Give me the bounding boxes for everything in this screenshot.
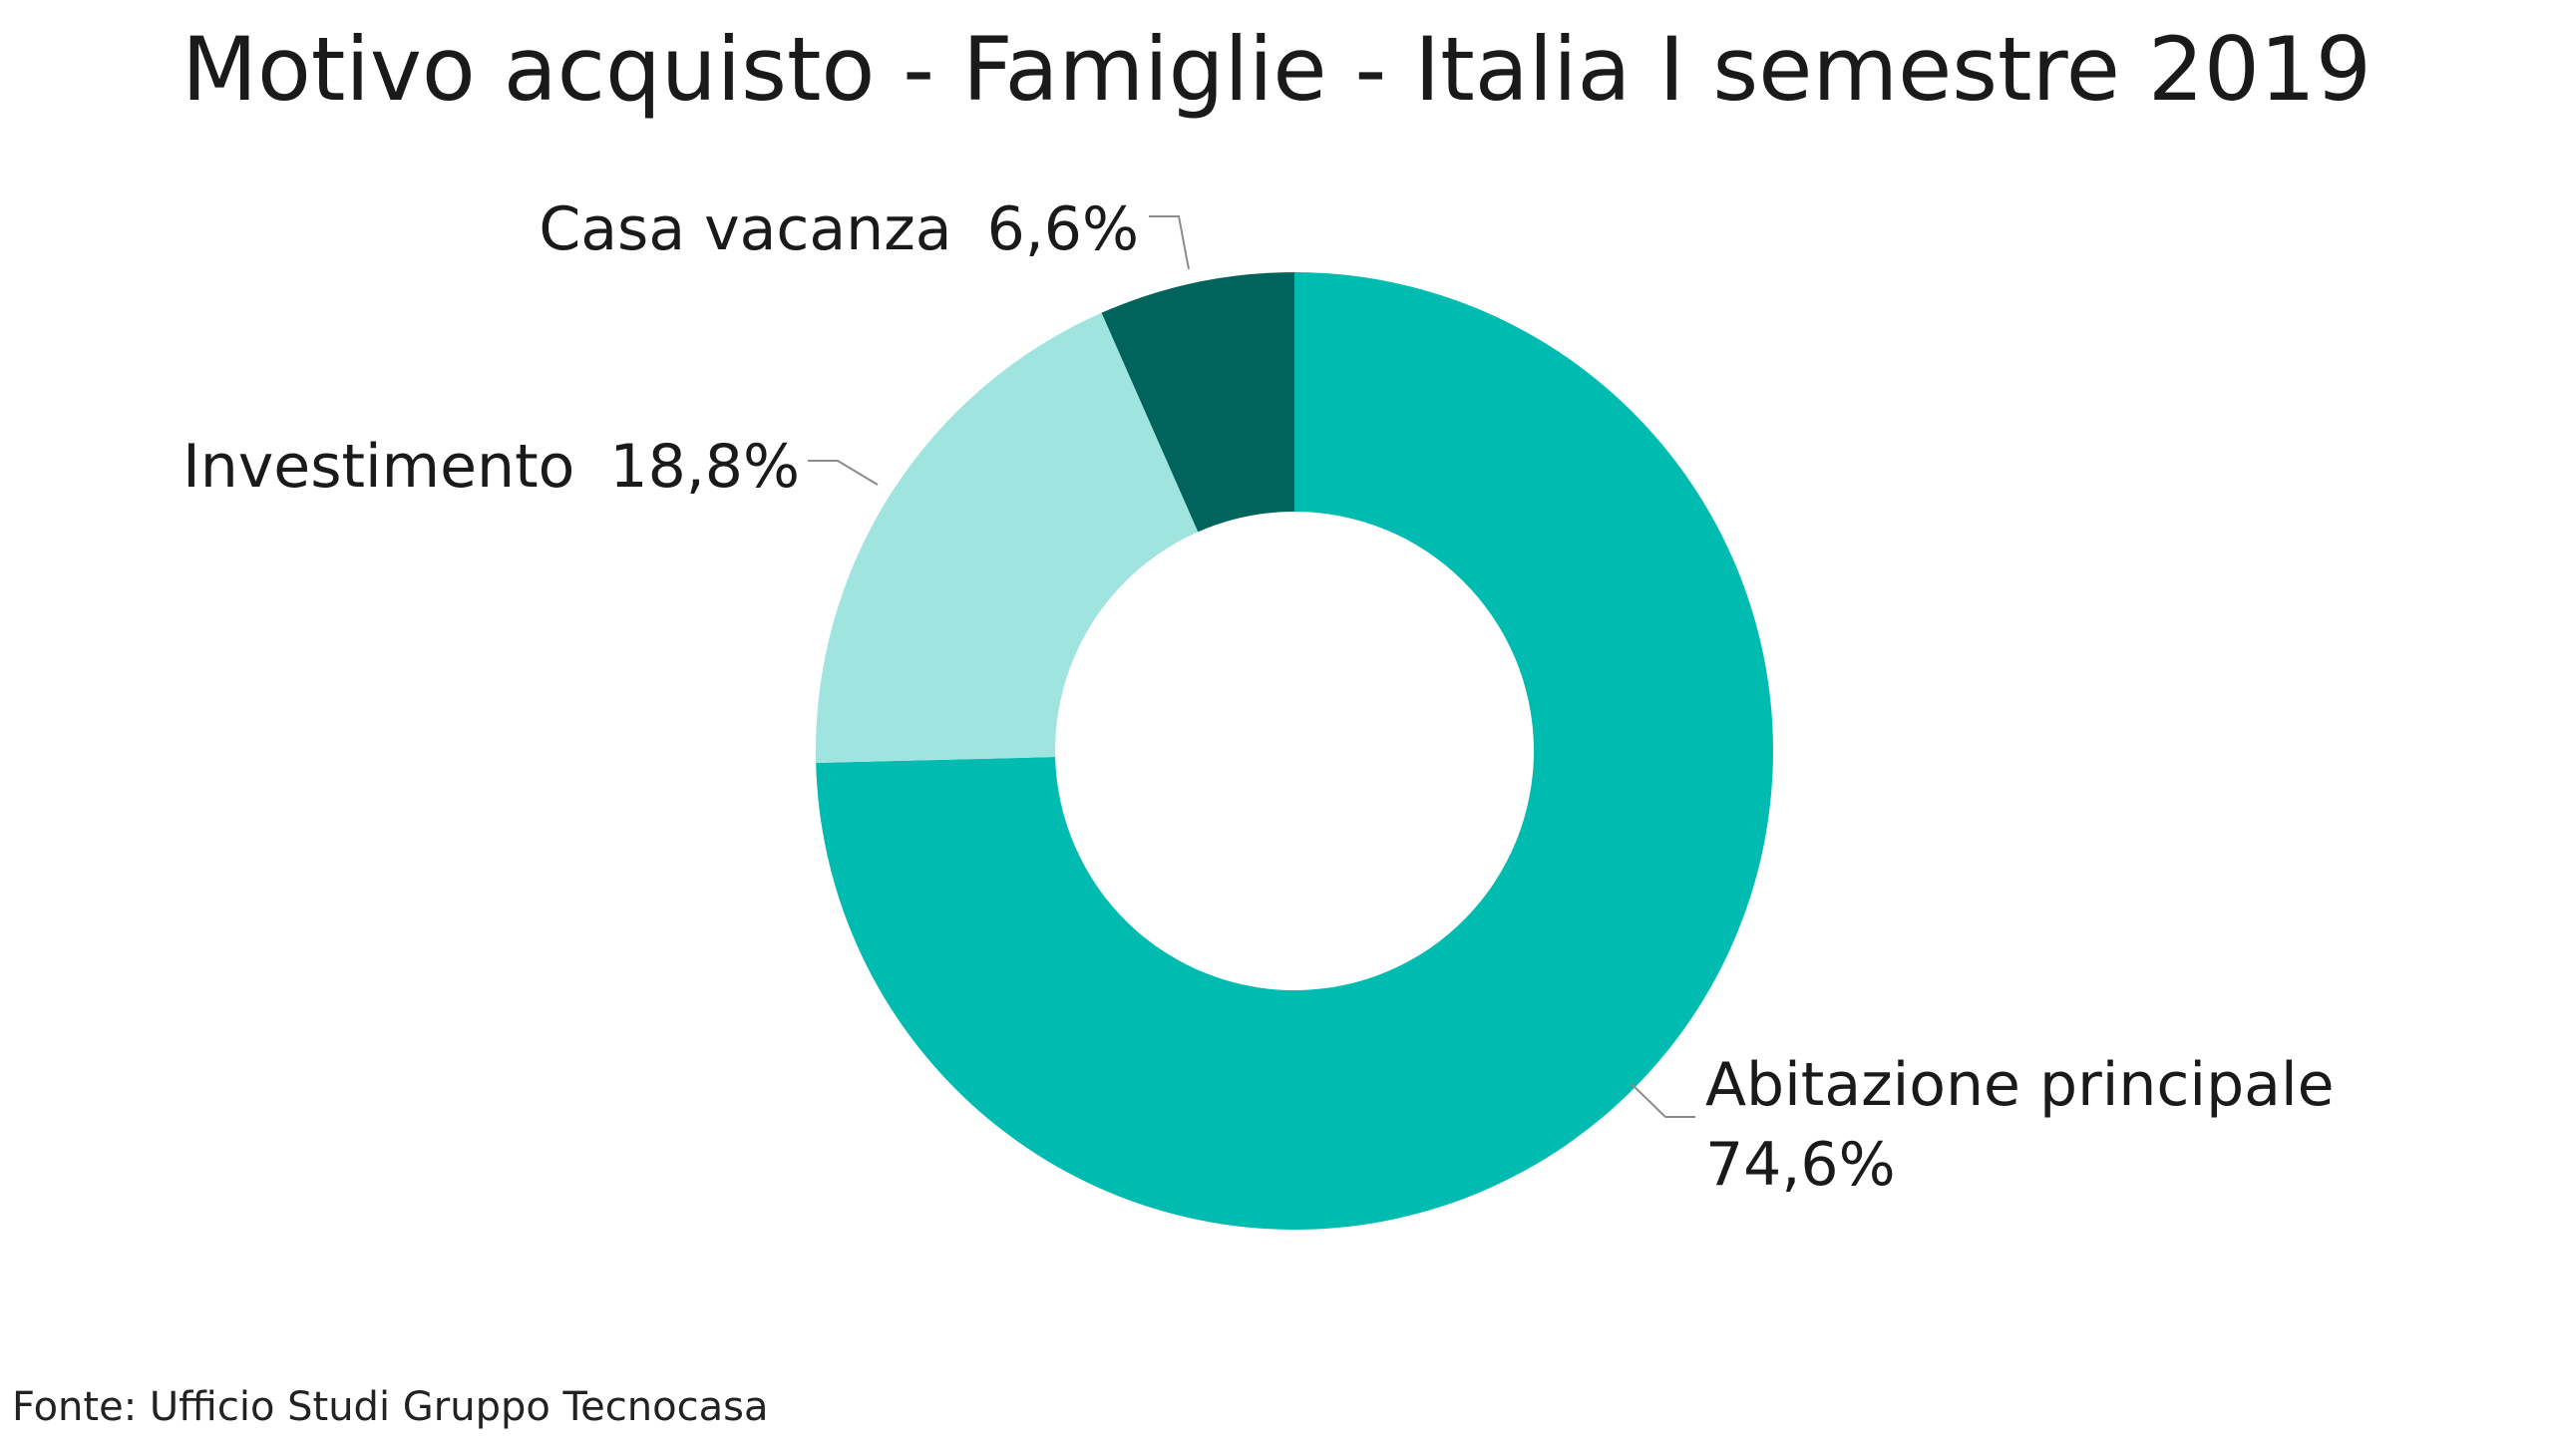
slice-label-investimento-name: Investimento	[182, 432, 574, 502]
slice-value-abitazione-principale: 74,6%	[1705, 1130, 1896, 1200]
slice-label-casa-vacanza: Casa vacanza 6,6%	[539, 194, 1139, 264]
donut-slice-abitazione-principale	[816, 272, 1773, 1230]
source-note: Fonte: Ufficio Studi Gruppo Tecnocasa	[12, 1384, 769, 1430]
leader-line-abitazione-principale	[1631, 1083, 1695, 1118]
slice-label-abitazione-principale: Abitazione principale	[1705, 1050, 2335, 1120]
chart-title: Motivo acquisto - Famiglie - Italia I se…	[182, 18, 2371, 121]
donut-slice-casa-vacanza	[1101, 272, 1294, 533]
labels-layer: Casa vacanza 6,6% Investimento 18,8% Abi…	[182, 194, 2334, 1200]
slice-value-casa-vacanza: 6,6%	[987, 194, 1139, 264]
donut-slice-investimento	[816, 312, 1199, 764]
slice-label-casa-vacanza-name: Casa vacanza	[539, 194, 951, 264]
leader-line-investimento	[808, 460, 879, 486]
slice-value-investimento: 18,8%	[609, 432, 800, 502]
slices-layer	[816, 272, 1773, 1230]
leader-line-casa-vacanza	[1149, 215, 1190, 270]
slice-label-investimento: Investimento 18,8%	[182, 432, 800, 502]
